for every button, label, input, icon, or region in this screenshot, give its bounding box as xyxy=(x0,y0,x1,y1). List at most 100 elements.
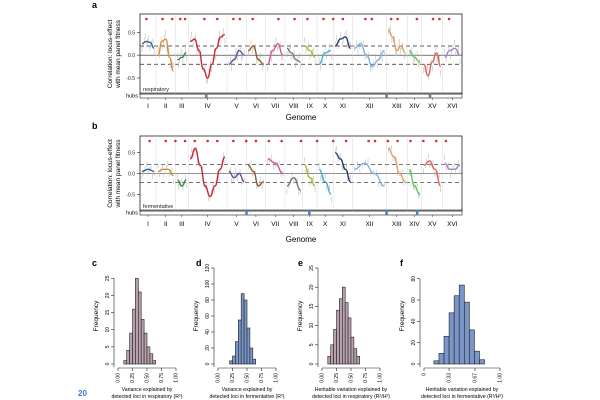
y-tick-label: 25 xyxy=(309,265,315,271)
panel-letter: d xyxy=(196,258,202,268)
chromosome-label: VIII xyxy=(289,103,299,110)
chromosome-label: IV xyxy=(205,103,212,110)
panel-letter: b xyxy=(92,121,98,131)
y-axis-label: with mean panel fitness xyxy=(115,19,122,89)
y-tick-label: 120 xyxy=(205,264,211,273)
chromosome-label: XV xyxy=(428,221,437,228)
hub-marker xyxy=(385,93,388,98)
qtl-marker xyxy=(447,17,451,21)
chromosome-profile-line xyxy=(354,162,385,187)
qtl-marker xyxy=(193,139,197,143)
chromosome-profile-line xyxy=(267,158,284,175)
histogram-panel-c: c 0 5 10 15 20 25 0.00 0.25 0.50 0.75 1.00 Frequency… xyxy=(92,258,183,400)
histogram-bar xyxy=(330,344,334,365)
y-tick-label: 10 xyxy=(309,323,315,329)
histogram-bar xyxy=(347,317,352,365)
chromosome-label: IV xyxy=(205,221,212,228)
y-tick-label: 20 xyxy=(105,292,111,298)
chromosome-label: V xyxy=(234,221,239,228)
x-tick-label: 0.67 xyxy=(473,373,479,383)
hub-marker xyxy=(205,93,208,98)
qtl-marker xyxy=(293,17,296,21)
histogram-bar xyxy=(438,353,445,365)
x-axis-label: detected loci in fermentative (R²/H²) xyxy=(421,394,503,400)
y-tick-label: 100 xyxy=(205,280,211,289)
chromosome-label: VII xyxy=(271,103,279,110)
qtl-marker xyxy=(396,139,399,143)
chromosome-profile-line xyxy=(423,160,442,187)
y-tick-label: 0.5 xyxy=(128,151,135,157)
chromosome-profile-line xyxy=(444,47,461,59)
y-tick-label: 0 xyxy=(105,362,111,365)
qtl-marker xyxy=(206,139,209,143)
y-tick-label: -0.5 xyxy=(126,76,135,82)
qtl-marker xyxy=(409,139,412,143)
chromosome-profile-line xyxy=(334,152,351,183)
histogram-bar xyxy=(238,319,242,365)
chromosome-profile-line xyxy=(248,164,264,187)
chromosome-profile-line xyxy=(388,29,406,54)
hub-marker xyxy=(308,210,311,215)
histogram-bar xyxy=(479,359,485,365)
x-axis-label: Heritable variation explained by xyxy=(315,387,388,393)
histogram-bar xyxy=(448,312,455,365)
histogram-bar xyxy=(463,301,470,365)
qtl-marker xyxy=(438,17,441,21)
chromosome-profile-line xyxy=(444,162,461,170)
chromosome-profile-line xyxy=(158,168,174,177)
qtl-marker xyxy=(364,17,367,21)
qtl-marker xyxy=(331,139,335,143)
hubs-label: hubs xyxy=(126,211,138,217)
qtl-marker xyxy=(389,17,393,21)
histogram-bar xyxy=(123,360,128,365)
qtl-marker xyxy=(244,139,248,143)
y-tick-label: 80 xyxy=(411,276,417,282)
y-tick-label: 10 xyxy=(105,327,111,333)
x-tick-label: 0 xyxy=(422,373,428,376)
y-tick-label: 40 xyxy=(411,318,417,324)
histogram-bar xyxy=(353,348,358,365)
qtl-marker xyxy=(148,139,151,143)
qtl-marker xyxy=(232,139,235,143)
chromosome-profile-line xyxy=(286,47,301,63)
y-tick-label: -0.5 xyxy=(126,192,135,198)
chromosome-profile-line xyxy=(157,38,175,72)
qtl-marker xyxy=(444,139,448,143)
chromosome-label: IX xyxy=(307,221,314,228)
qtl-marker xyxy=(277,17,280,21)
x-axis-label: Genome xyxy=(286,235,317,244)
y-tick-label: 20 xyxy=(411,340,417,346)
histogram-panel-e: e 0 5 10 15 20 25 0.00 0.25 0.50 0.75 1.00 Frequency… xyxy=(297,258,390,400)
qtl-marker xyxy=(306,17,309,21)
x-tick-label: 1.00 xyxy=(174,373,180,383)
histogram-bar xyxy=(129,332,133,365)
histogram-bar xyxy=(132,308,136,365)
chromosome-label: X xyxy=(323,221,328,228)
y-tick-label: 15 xyxy=(309,303,315,309)
qtl-marker xyxy=(183,139,187,143)
genome-panel-a: a 0.5 0.0 -0.5 Correlation: locus-effect with… xyxy=(92,0,463,122)
qtl-marker xyxy=(251,17,254,21)
histogram-bar xyxy=(143,332,148,365)
x-axis-label: Heritable variation explained by xyxy=(426,387,499,393)
y-axis-label: Correlation: locus-effect xyxy=(107,20,114,89)
histogram-bar xyxy=(469,329,475,365)
x-axis-label: detected loci in respiratory (R²/H²) xyxy=(312,394,390,400)
histogram-panel-d: d 0 20 40 60 80 100 120 0.00 0.25 0.50 0.75 1.00 Freq… xyxy=(193,258,285,400)
histogram-bar xyxy=(474,350,480,365)
y-tick-label: 60 xyxy=(411,297,417,303)
chromosome-label: II xyxy=(164,103,168,110)
hub-marker xyxy=(245,210,248,215)
chromosome-profile-line xyxy=(318,49,332,65)
plot-frame xyxy=(139,13,463,95)
y-tick-label: 80 xyxy=(205,297,211,303)
x-tick-label: 0.00 xyxy=(216,373,222,383)
histogram-bar xyxy=(246,327,251,365)
chromosome-label: XIV xyxy=(409,103,420,110)
y-tick-label: 0.0 xyxy=(128,53,135,59)
qtl-marker xyxy=(370,17,374,21)
chromosome-label: VI xyxy=(253,103,259,110)
y-axis-label: Frequency xyxy=(193,300,200,331)
x-tick-label: 1.00 xyxy=(274,373,280,383)
page-number: 20 xyxy=(78,389,87,398)
